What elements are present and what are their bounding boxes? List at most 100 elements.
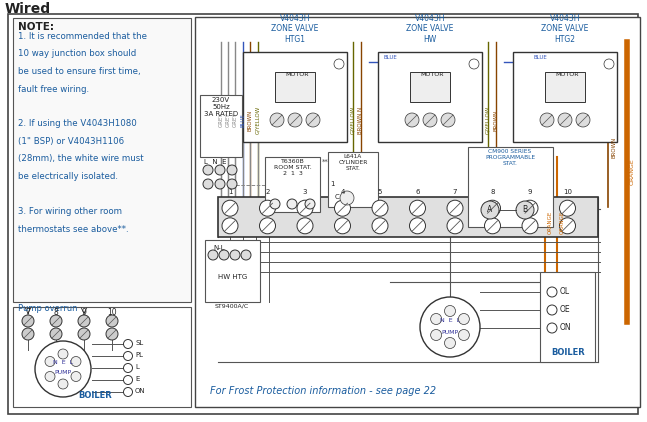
Text: Pump overrun: Pump overrun: [18, 304, 78, 313]
Text: V4043H
ZONE VALVE
HTG2: V4043H ZONE VALVE HTG2: [542, 14, 589, 44]
Circle shape: [78, 315, 90, 327]
Text: L: L: [135, 364, 139, 370]
Circle shape: [481, 201, 499, 219]
Text: 1: 1: [228, 189, 232, 195]
Text: 9: 9: [528, 189, 532, 195]
Circle shape: [334, 59, 344, 69]
Text: G/YELLOW: G/YELLOW: [485, 106, 490, 134]
Text: 10 way junction box should: 10 way junction box should: [18, 49, 137, 59]
Circle shape: [297, 200, 313, 216]
Text: 1. It is recommended that the: 1. It is recommended that the: [18, 32, 147, 41]
Text: 7: 7: [26, 308, 30, 317]
Text: 10: 10: [107, 308, 117, 317]
Text: N-L: N-L: [213, 245, 225, 251]
Text: PL: PL: [135, 352, 143, 358]
Text: MOTOR: MOTOR: [555, 71, 579, 76]
Circle shape: [241, 250, 251, 260]
Circle shape: [444, 338, 455, 349]
Text: BROWN: BROWN: [494, 109, 498, 131]
Text: BROWN: BROWN: [611, 136, 616, 158]
Text: 4: 4: [340, 189, 345, 195]
Circle shape: [305, 199, 315, 209]
Circle shape: [58, 379, 68, 389]
Text: CM900 SERIES
PROGRAMMABLE
STAT.: CM900 SERIES PROGRAMMABLE STAT.: [485, 149, 535, 165]
Text: fault free wiring.: fault free wiring.: [18, 84, 89, 94]
Circle shape: [458, 314, 469, 325]
Text: A: A: [487, 206, 492, 214]
Circle shape: [203, 179, 213, 189]
Circle shape: [124, 363, 133, 373]
Circle shape: [522, 200, 538, 216]
Bar: [410, 71, 450, 102]
Circle shape: [516, 201, 534, 219]
Bar: [328, 152, 378, 207]
Bar: [205, 240, 260, 302]
Text: HW HTG: HW HTG: [218, 274, 247, 280]
Circle shape: [215, 179, 225, 189]
Bar: [200, 95, 242, 157]
Circle shape: [540, 113, 554, 127]
Bar: [13, 18, 191, 302]
Circle shape: [469, 59, 479, 69]
Text: 1: 1: [330, 181, 334, 187]
Circle shape: [45, 357, 55, 366]
Text: be used to ensure first time,: be used to ensure first time,: [18, 67, 140, 76]
Circle shape: [106, 328, 118, 340]
Circle shape: [306, 113, 320, 127]
Circle shape: [106, 315, 118, 327]
Circle shape: [297, 218, 313, 234]
Circle shape: [219, 250, 229, 260]
Text: B: B: [522, 206, 527, 214]
Circle shape: [431, 330, 442, 341]
Circle shape: [423, 113, 437, 127]
Text: 3. For wiring other room: 3. For wiring other room: [18, 207, 122, 216]
Text: BLUE: BLUE: [533, 55, 547, 60]
Text: 10: 10: [563, 189, 572, 195]
Text: **: **: [322, 159, 329, 165]
Circle shape: [58, 349, 68, 359]
Circle shape: [270, 113, 284, 127]
Circle shape: [547, 305, 557, 315]
Text: BOILER: BOILER: [551, 348, 585, 357]
Circle shape: [222, 218, 238, 234]
Text: ST9400A/C: ST9400A/C: [215, 303, 249, 308]
Text: BLUE: BLUE: [383, 55, 397, 60]
Circle shape: [547, 287, 557, 297]
Text: BOILER: BOILER: [78, 391, 112, 400]
Circle shape: [372, 200, 388, 216]
Text: 6: 6: [415, 189, 420, 195]
Circle shape: [444, 306, 455, 316]
Circle shape: [288, 113, 302, 127]
Text: GREY: GREY: [219, 113, 223, 127]
Text: GREY: GREY: [232, 113, 237, 127]
Text: 5: 5: [378, 189, 382, 195]
Text: ORANGE: ORANGE: [560, 211, 565, 234]
Circle shape: [334, 218, 351, 234]
Text: SL: SL: [135, 340, 143, 346]
Circle shape: [287, 199, 297, 209]
Circle shape: [71, 371, 81, 381]
Text: PUMP: PUMP: [441, 330, 459, 335]
Circle shape: [71, 357, 81, 366]
Text: thermostats see above**.: thermostats see above**.: [18, 225, 129, 233]
Text: 3: 3: [303, 189, 307, 195]
Text: N  E  L: N E L: [53, 360, 73, 365]
Text: 2. If using the V4043H1080: 2. If using the V4043H1080: [18, 119, 137, 129]
Text: 9: 9: [82, 308, 87, 317]
Text: L641A
CYLINDER
STAT.: L641A CYLINDER STAT.: [338, 154, 367, 170]
Circle shape: [576, 113, 590, 127]
Bar: [540, 272, 595, 362]
Circle shape: [208, 250, 218, 260]
Circle shape: [410, 218, 426, 234]
Circle shape: [458, 330, 469, 341]
Text: G/YELLOW: G/YELLOW: [256, 106, 261, 134]
Bar: [218, 197, 598, 237]
Text: (28mm), the white wire must: (28mm), the white wire must: [18, 154, 144, 163]
Circle shape: [124, 376, 133, 384]
Circle shape: [124, 352, 133, 360]
Bar: [275, 71, 315, 102]
Circle shape: [259, 200, 276, 216]
Text: be electrically isolated.: be electrically isolated.: [18, 172, 118, 181]
Bar: [265, 157, 320, 212]
Circle shape: [431, 314, 442, 325]
